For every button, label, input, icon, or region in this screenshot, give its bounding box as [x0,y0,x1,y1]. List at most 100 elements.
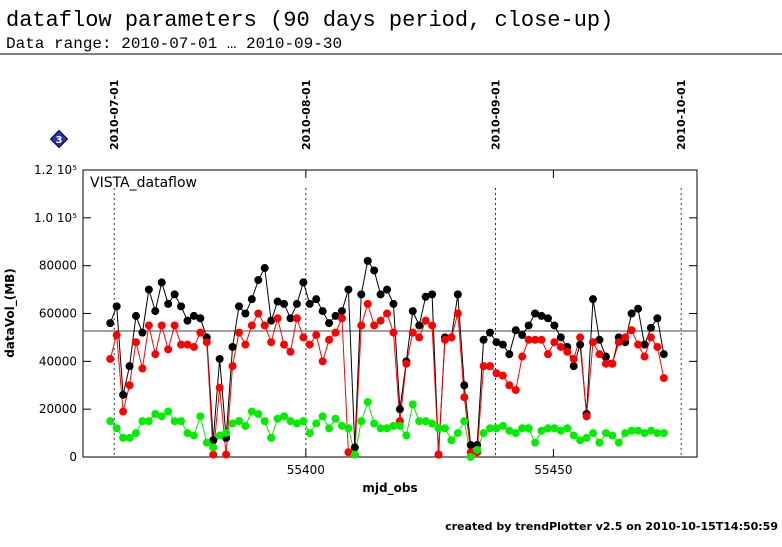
data-point [260,321,269,330]
y-tick-label: 1.0 10⁵ [34,211,77,225]
data-point [460,417,469,426]
data-point [318,307,327,316]
data-point [106,319,115,328]
data-point [196,412,205,421]
data-point [273,414,282,423]
data-point [479,362,488,371]
data-point [241,421,250,430]
data-point [601,359,610,368]
data-point [292,314,301,323]
data-point [576,436,585,445]
data-point [460,381,469,390]
y-tick-label: 0 [69,450,77,464]
data-point [389,421,398,430]
data-point [537,335,546,344]
data-point [498,421,507,430]
data-point [550,321,559,330]
data-point [357,417,366,426]
data-point [640,340,649,349]
data-point [556,333,565,342]
data-point [569,354,578,363]
data-point [653,314,662,323]
data-point [331,311,340,320]
data-point [370,419,379,428]
data-point [634,340,643,349]
data-point [183,316,192,325]
data-point [608,359,617,368]
data-point [305,340,314,349]
badge-icon [49,129,69,149]
data-point [144,321,153,330]
data-point [524,321,533,330]
x-tick-label: 55400 [287,463,325,477]
data-point [318,357,327,366]
data-point [383,285,392,294]
data-point [434,424,443,433]
data-point [646,333,655,342]
data-point [151,409,160,418]
data-point [157,321,166,330]
data-point [447,436,456,445]
data-point [550,338,559,347]
data-point [215,354,224,363]
data-point [151,350,160,359]
data-point [260,417,269,426]
data-point [280,299,289,308]
data-point [428,290,437,299]
data-point [325,424,334,433]
data-point [234,328,243,337]
data-point [595,438,604,447]
data-point [344,448,353,457]
data-point [421,417,430,426]
data-point [646,426,655,435]
data-point [357,321,366,330]
data-point [589,295,598,304]
data-point [106,417,115,426]
data-point [112,424,121,433]
footer: created by trendPlotter v2.5 on 2010-10-… [445,520,778,533]
data-point [151,307,160,316]
data-point [189,431,198,440]
data-point [505,426,514,435]
data-point [370,321,379,330]
data-point [582,433,591,442]
data-point [614,338,623,347]
data-point [280,412,289,421]
data-point [505,381,514,390]
data-point [453,429,462,438]
data-point [511,326,520,335]
data-point [402,431,411,440]
data-point [653,342,662,351]
data-point [511,429,520,438]
data-point [524,335,533,344]
data-point [492,424,501,433]
data-point [286,347,295,356]
data-point [280,340,289,349]
data-point [170,290,179,299]
data-point [131,338,140,347]
data-point [569,431,578,440]
data-point [299,278,308,287]
data-point [144,417,153,426]
data-point [376,424,385,433]
data-point [453,290,462,299]
data-point [524,424,533,433]
data-point [505,350,514,359]
data-point [125,362,134,371]
data-point [157,278,166,287]
data-point [164,345,173,354]
x-tick-label: 55450 [534,463,572,477]
data-point [479,335,488,344]
data-point [389,299,398,308]
data-point [312,295,321,304]
y-axis-label: dataVol_(MB) [3,268,18,358]
data-point [653,429,662,438]
data-point [292,419,301,428]
date-label: 2010-09-01 [489,80,502,150]
data-point [254,409,263,418]
data-point [440,424,449,433]
data-point [177,302,186,311]
data-point [241,340,250,349]
data-point [350,443,359,452]
data-point [299,417,308,426]
